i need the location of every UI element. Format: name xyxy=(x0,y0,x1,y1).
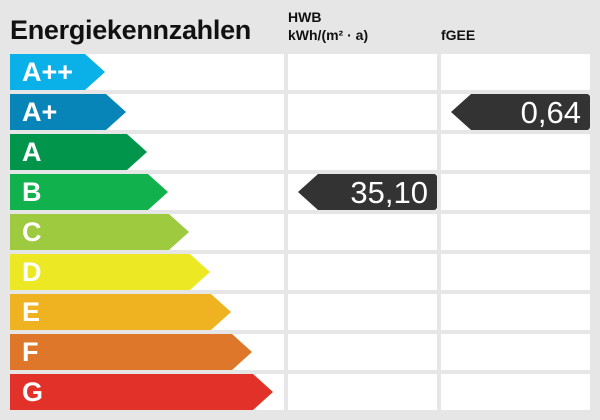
fgee-cell-g xyxy=(441,374,590,410)
hwb-cell-g xyxy=(288,374,437,410)
hwb-cell-c xyxy=(288,214,437,250)
hwb-cell-e xyxy=(288,294,437,330)
fgee-cell-b xyxy=(441,174,590,210)
hwb-cell-a xyxy=(288,134,437,170)
class-arrow-e: E xyxy=(10,294,231,330)
class-arrow-c: C xyxy=(10,214,189,250)
fgee-value-marker: 0,64 xyxy=(451,94,590,130)
hwb-cell-aplusplus xyxy=(288,54,437,90)
hwb-value-marker: 35,10 xyxy=(298,174,437,210)
fgee-cell-c xyxy=(441,214,590,250)
class-arrow-d: D xyxy=(10,254,210,290)
fgee-cell-f xyxy=(441,334,590,370)
page-title: Energiekennzahlen xyxy=(10,15,251,45)
fgee-cell-e xyxy=(441,294,590,330)
hwb-cell-d xyxy=(288,254,437,290)
class-arrow-f: F xyxy=(10,334,252,370)
class-arrow-g: G xyxy=(10,374,273,410)
fgee-cell-a xyxy=(441,134,590,170)
class-arrow-aplus: A+ xyxy=(10,94,126,130)
hwb-unit: kWh/(m² · a) xyxy=(288,27,369,43)
fgee-cell-aplusplus xyxy=(441,54,590,90)
fgee-column-header: fGEE xyxy=(441,27,476,43)
hwb-column-header: HWB kWh/(m² · a) xyxy=(288,8,368,44)
fgee-cell-d xyxy=(441,254,590,290)
class-arrow-a: A xyxy=(10,134,147,170)
class-arrow-b: B xyxy=(10,174,168,210)
hwb-label: HWB xyxy=(288,9,322,25)
hwb-cell-f xyxy=(288,334,437,370)
class-arrow-aplusplus: A++ xyxy=(10,54,105,90)
hwb-cell-aplus xyxy=(288,94,437,130)
